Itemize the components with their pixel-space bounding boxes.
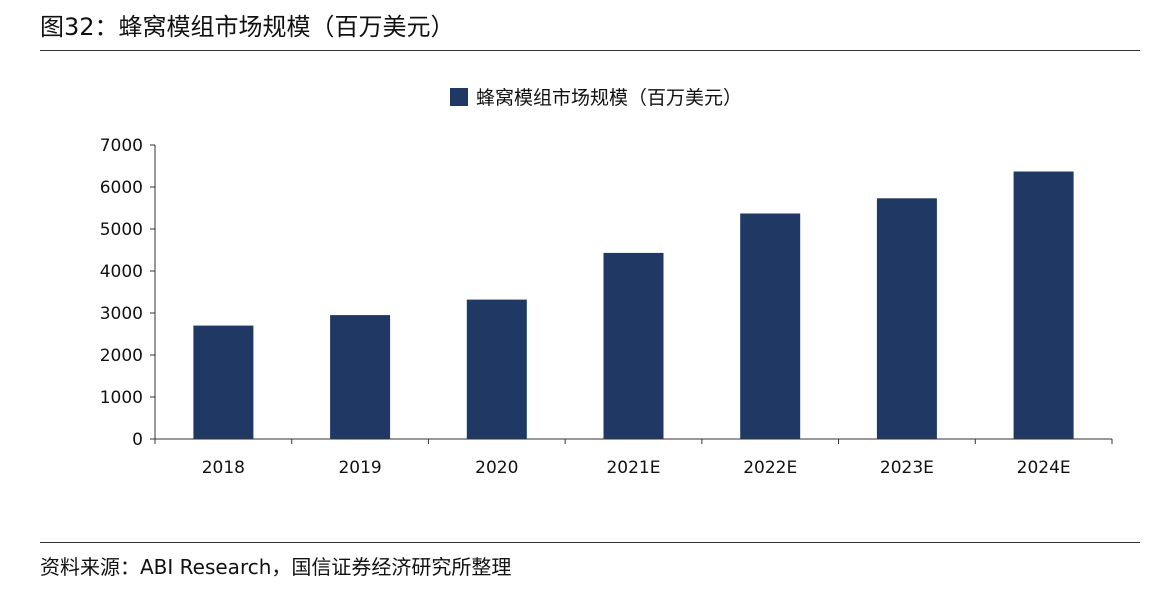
source-divider [40, 542, 1140, 543]
y-tick-label: 0 [132, 430, 143, 450]
x-tick-label: 2022E [743, 458, 797, 478]
y-tick-label: 2000 [100, 346, 143, 366]
y-tick-label: 7000 [100, 136, 143, 156]
chart-legend: 蜂窝模组市场规模（百万美元） [450, 87, 742, 109]
x-tick-label: 2019 [338, 458, 381, 478]
title-divider [40, 50, 1140, 51]
bar-2019 [330, 315, 391, 439]
legend-label: 蜂窝模组市场规模（百万美元） [476, 87, 742, 109]
y-tick-label: 1000 [100, 388, 143, 408]
y-tick-label: 4000 [100, 262, 143, 282]
bar-chart: 蜂窝模组市场规模（百万美元） 0 1000 2000 3000 4000 5000 6000… [100, 87, 1113, 478]
bar-2021E [603, 252, 664, 439]
bar-2024E [1013, 171, 1074, 439]
bar-2018 [193, 325, 254, 439]
bars-group [193, 171, 1074, 439]
x-tick-label: 2018 [202, 458, 245, 478]
source-note: 资料来源：ABI Research，国信证券经济研究所整理 [40, 555, 512, 579]
axes-group [154, 145, 1112, 440]
y-tick-label: 3000 [100, 304, 143, 324]
x-tick-label: 2021E [606, 458, 660, 478]
legend-swatch [450, 88, 468, 106]
bar-2022E [740, 213, 801, 439]
x-tick-label: 2024E [1017, 458, 1071, 478]
figure-title: 图32：蜂窝模组市场规模（百万美元） [40, 13, 455, 41]
y-tick-label: 6000 [100, 178, 143, 198]
x-tick-label: 2023E [880, 458, 934, 478]
x-axis-ticks: 2018 2019 2020 2021E 2022E 2023E 2024E [154, 439, 1113, 478]
y-tick-label: 5000 [100, 220, 143, 240]
bar-2023E [876, 198, 937, 439]
bar-2020 [466, 299, 527, 439]
x-tick-label: 2020 [475, 458, 518, 478]
y-axis-ticks: 0 1000 2000 3000 4000 5000 6000 7000 [100, 136, 155, 450]
